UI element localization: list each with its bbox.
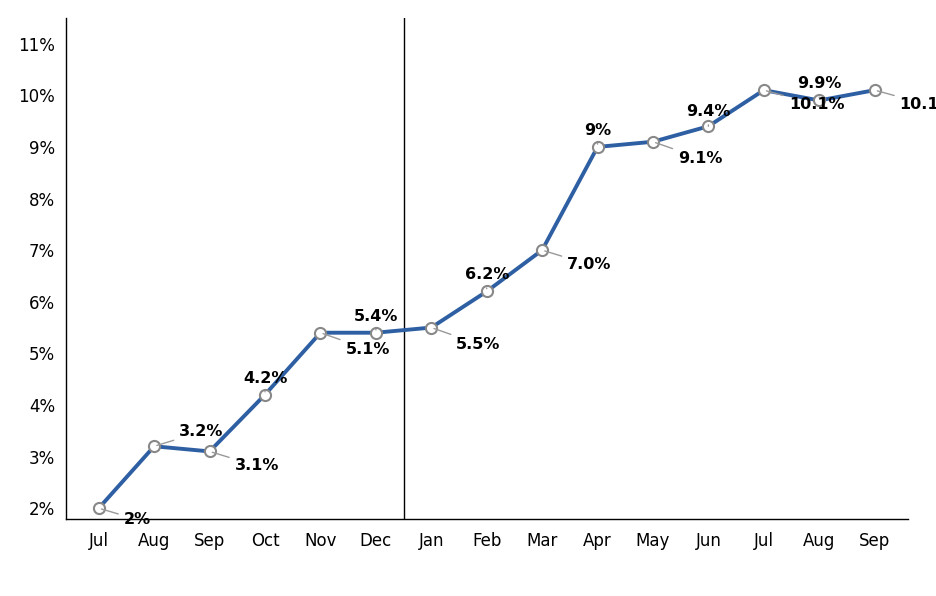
Text: 10.1%: 10.1% <box>877 91 936 112</box>
Text: 3.2%: 3.2% <box>157 424 224 445</box>
Text: 5.4%: 5.4% <box>354 309 398 330</box>
Text: 2%: 2% <box>101 509 151 527</box>
Text: 5.5%: 5.5% <box>434 328 501 352</box>
Text: 9.1%: 9.1% <box>655 142 723 166</box>
Text: 5.1%: 5.1% <box>323 334 389 357</box>
Text: 6.2%: 6.2% <box>464 268 509 288</box>
Text: 10.1%: 10.1% <box>767 91 844 112</box>
Text: 9%: 9% <box>584 123 611 144</box>
Text: 9.4%: 9.4% <box>686 104 731 126</box>
Text: 4.2%: 4.2% <box>242 371 287 392</box>
Text: 9.9%: 9.9% <box>797 76 841 98</box>
Text: 3.1%: 3.1% <box>212 452 279 473</box>
Text: 7.0%: 7.0% <box>545 251 611 272</box>
